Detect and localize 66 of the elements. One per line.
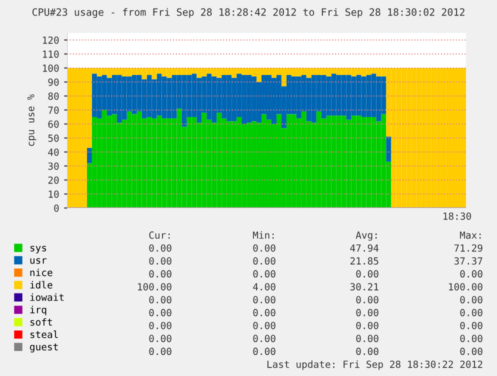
text: 0.00 (253, 348, 276, 356)
legend-label: steal (30, 330, 58, 338)
text: 0.00 (356, 348, 378, 356)
text: 0.00 (149, 322, 172, 330)
text: 0.00 (149, 334, 172, 342)
text: 18:30 (444, 212, 472, 220)
text: 0.00 (460, 308, 482, 316)
legend-label: iowait (30, 293, 64, 301)
text: 0.00 (253, 322, 276, 330)
text: 0.00 (253, 257, 276, 265)
legend-label: guest (30, 344, 58, 352)
text: 0.00 (149, 348, 172, 356)
text: 0.00 (253, 308, 276, 316)
text: 0.00 (253, 270, 276, 278)
y-tick-label: 50 (48, 134, 59, 142)
y-tick-label: 70 (48, 106, 59, 114)
y-tick-label: 20 (48, 176, 59, 184)
text: Max: (460, 232, 481, 239)
y-tick-label: 80 (48, 92, 59, 100)
text: 0.00 (149, 308, 172, 316)
text: 0.00 (253, 334, 276, 342)
legend-label: nice (30, 268, 52, 276)
text: 0.00 (460, 348, 482, 356)
text: 0.00 (253, 296, 276, 304)
y-tick-label: 60 (48, 120, 59, 128)
text: 0.00 (356, 334, 378, 342)
legend-label: soft (30, 318, 52, 326)
text: 0.00 (460, 270, 482, 278)
y-tick-label: 10 (48, 190, 59, 198)
text: 0.00 (460, 296, 482, 304)
text: 37.37 (454, 257, 482, 265)
y-tick-label: 100 (42, 64, 59, 72)
legend-label: usr (30, 258, 47, 264)
text: 0.00 (356, 296, 378, 304)
text: 0.00 (460, 322, 482, 330)
text: 100.00 (138, 283, 172, 290)
text: 100.00 (449, 283, 482, 290)
y-tick-label: 0 (54, 204, 59, 212)
legend-label: sys (30, 246, 46, 254)
y-tick-label: 30 (48, 162, 59, 170)
y-tick-label: 110 (42, 50, 59, 58)
text: 0.00 (149, 296, 172, 304)
text: 71.29 (454, 244, 482, 252)
chart-title: CPU#23 usage - from Fri Sep 28 18:28:42 2012 to Fri Sep 28 18:30:02 2012 (32, 8, 464, 18)
text: 0.00 (356, 270, 378, 278)
text: 0.00 (149, 244, 172, 252)
text: 4.00 (253, 283, 276, 290)
legend-label: irq (30, 306, 46, 316)
text: 30.21 (350, 283, 378, 290)
y-tick-label: 120 (42, 36, 59, 44)
text: 0.00 (356, 308, 378, 316)
y-tick-label: 90 (48, 78, 59, 86)
text: 0.00 (253, 244, 276, 252)
text: Cur: (149, 231, 170, 239)
y-axis-title: cpu use % (27, 94, 36, 146)
legend-label: idle (30, 280, 52, 289)
text: 0.00 (356, 322, 378, 330)
text: 0.00 (460, 334, 482, 342)
y-tick-label: 40 (48, 148, 59, 156)
text: Last update: Fri Sep 28 18:30:22 2012 (267, 360, 482, 370)
text: 47.94 (350, 244, 379, 252)
text: 21.85 (350, 257, 378, 265)
text: 0.00 (149, 270, 172, 278)
text: Min: (252, 231, 274, 239)
text: Avg: (356, 232, 377, 241)
text: 0.00 (149, 257, 172, 265)
